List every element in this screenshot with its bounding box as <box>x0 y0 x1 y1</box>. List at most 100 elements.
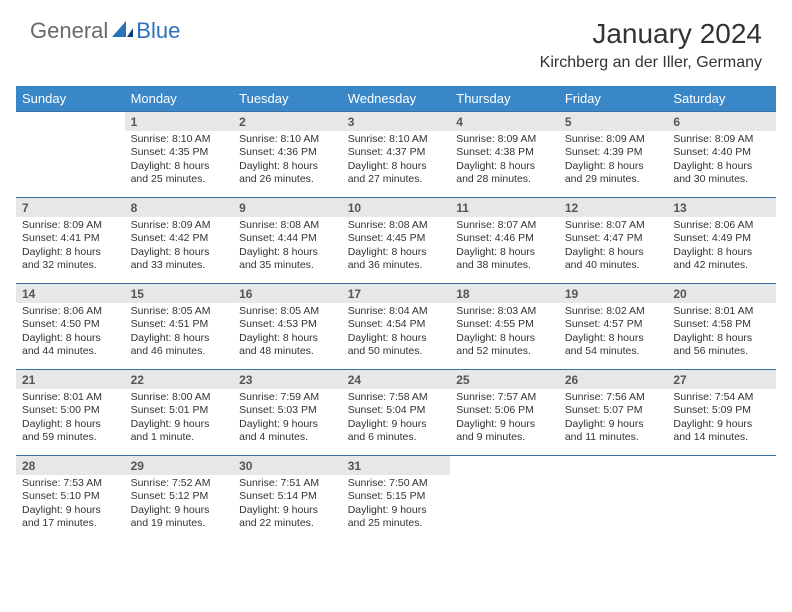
day-body: Sunrise: 7:53 AMSunset: 5:10 PMDaylight:… <box>16 475 125 535</box>
day-number: 4 <box>450 112 559 131</box>
day-body: Sunrise: 8:06 AMSunset: 4:50 PMDaylight:… <box>16 303 125 363</box>
day-cell: 2Sunrise: 8:10 AMSunset: 4:36 PMDaylight… <box>233 112 342 198</box>
sunrise-text: Sunrise: 7:54 AM <box>673 391 770 404</box>
sunrise-text: Sunrise: 7:58 AM <box>348 391 445 404</box>
daylight-text: Daylight: 9 hours and 19 minutes. <box>131 504 228 531</box>
sunset-text: Sunset: 4:44 PM <box>239 232 336 245</box>
day-cell: 20Sunrise: 8:01 AMSunset: 4:58 PMDayligh… <box>667 284 776 370</box>
day-cell: 7Sunrise: 8:09 AMSunset: 4:41 PMDaylight… <box>16 198 125 284</box>
day-body: Sunrise: 8:09 AMSunset: 4:39 PMDaylight:… <box>559 131 668 191</box>
day-body: Sunrise: 7:58 AMSunset: 5:04 PMDaylight:… <box>342 389 451 449</box>
day-body: Sunrise: 7:50 AMSunset: 5:15 PMDaylight:… <box>342 475 451 535</box>
daylight-text: Daylight: 9 hours and 25 minutes. <box>348 504 445 531</box>
sunset-text: Sunset: 4:55 PM <box>456 318 553 331</box>
dow-thursday: Thursday <box>450 86 559 112</box>
sunrise-text: Sunrise: 8:09 AM <box>131 219 228 232</box>
day-cell: 30Sunrise: 7:51 AMSunset: 5:14 PMDayligh… <box>233 456 342 542</box>
daylight-text: Daylight: 8 hours and 54 minutes. <box>565 332 662 359</box>
day-body: Sunrise: 8:05 AMSunset: 4:53 PMDaylight:… <box>233 303 342 363</box>
day-body: Sunrise: 8:04 AMSunset: 4:54 PMDaylight:… <box>342 303 451 363</box>
day-number: 3 <box>342 112 451 131</box>
sunrise-text: Sunrise: 8:08 AM <box>239 219 336 232</box>
dow-wednesday: Wednesday <box>342 86 451 112</box>
day-number: 27 <box>667 370 776 389</box>
day-cell: 12Sunrise: 8:07 AMSunset: 4:47 PMDayligh… <box>559 198 668 284</box>
day-cell: 9 Sunrise: 8:08 AMSunset: 4:44 PMDaylight… <box>233 198 342 284</box>
sunset-text: Sunset: 5:00 PM <box>22 404 119 417</box>
day-cell <box>450 456 559 542</box>
sunrise-text: Sunrise: 8:05 AM <box>239 305 336 318</box>
sunrise-text: Sunrise: 7:52 AM <box>131 477 228 490</box>
dow-sunday: Sunday <box>16 86 125 112</box>
day-cell: 31Sunrise: 7:50 AMSunset: 5:15 PMDayligh… <box>342 456 451 542</box>
sunset-text: Sunset: 4:47 PM <box>565 232 662 245</box>
sunrise-text: Sunrise: 8:07 AM <box>565 219 662 232</box>
day-cell: 26Sunrise: 7:56 AMSunset: 5:07 PMDayligh… <box>559 370 668 456</box>
day-number: 29 <box>125 456 234 475</box>
daylight-text: Daylight: 8 hours and 32 minutes. <box>22 246 119 273</box>
day-body: Sunrise: 8:02 AMSunset: 4:57 PMDaylight:… <box>559 303 668 363</box>
sunrise-text: Sunrise: 7:59 AM <box>239 391 336 404</box>
sunset-text: Sunset: 4:45 PM <box>348 232 445 245</box>
sunset-text: Sunset: 4:38 PM <box>456 146 553 159</box>
sunrise-text: Sunrise: 8:06 AM <box>22 305 119 318</box>
sunrise-text: Sunrise: 8:06 AM <box>673 219 770 232</box>
daylight-text: Daylight: 8 hours and 26 minutes. <box>239 160 336 187</box>
sunset-text: Sunset: 5:12 PM <box>131 490 228 503</box>
sunset-text: Sunset: 4:57 PM <box>565 318 662 331</box>
sunrise-text: Sunrise: 7:57 AM <box>456 391 553 404</box>
daylight-text: Daylight: 8 hours and 30 minutes. <box>673 160 770 187</box>
sunrise-text: Sunrise: 8:05 AM <box>131 305 228 318</box>
sunset-text: Sunset: 4:42 PM <box>131 232 228 245</box>
day-body: Sunrise: 7:57 AMSunset: 5:06 PMDaylight:… <box>450 389 559 449</box>
sunrise-text: Sunrise: 8:10 AM <box>239 133 336 146</box>
day-cell <box>16 112 125 198</box>
day-cell <box>667 456 776 542</box>
day-cell: 4Sunrise: 8:09 AMSunset: 4:38 PMDaylight… <box>450 112 559 198</box>
day-cell <box>559 456 668 542</box>
day-number: 20 <box>667 284 776 303</box>
day-cell: 22Sunrise: 8:00 AMSunset: 5:01 PMDayligh… <box>125 370 234 456</box>
day-cell: 25Sunrise: 7:57 AMSunset: 5:06 PMDayligh… <box>450 370 559 456</box>
daylight-text: Daylight: 9 hours and 9 minutes. <box>456 418 553 445</box>
sunset-text: Sunset: 4:50 PM <box>22 318 119 331</box>
day-cell: 17Sunrise: 8:04 AMSunset: 4:54 PMDayligh… <box>342 284 451 370</box>
sunrise-text: Sunrise: 8:01 AM <box>22 391 119 404</box>
daylight-text: Daylight: 8 hours and 35 minutes. <box>239 246 336 273</box>
sunrise-text: Sunrise: 7:56 AM <box>565 391 662 404</box>
sunset-text: Sunset: 4:36 PM <box>239 146 336 159</box>
day-cell: 14Sunrise: 8:06 AMSunset: 4:50 PMDayligh… <box>16 284 125 370</box>
sunrise-text: Sunrise: 8:09 AM <box>565 133 662 146</box>
sunrise-text: Sunrise: 8:00 AM <box>131 391 228 404</box>
daylight-text: Daylight: 8 hours and 44 minutes. <box>22 332 119 359</box>
daylight-text: Daylight: 8 hours and 29 minutes. <box>565 160 662 187</box>
day-number: 24 <box>342 370 451 389</box>
sunrise-text: Sunrise: 8:04 AM <box>348 305 445 318</box>
day-number: 7 <box>16 198 125 217</box>
day-number: 25 <box>450 370 559 389</box>
day-cell: 27 Sunrise: 7:54 AMSunset: 5:09 PMDayligh… <box>667 370 776 456</box>
sunrise-text: Sunrise: 8:08 AM <box>348 219 445 232</box>
day-number: 15 <box>125 284 234 303</box>
daylight-text: Daylight: 9 hours and 17 minutes. <box>22 504 119 531</box>
day-body: Sunrise: 8:01 AMSunset: 4:58 PMDaylight:… <box>667 303 776 363</box>
sunset-text: Sunset: 5:01 PM <box>131 404 228 417</box>
sunrise-text: Sunrise: 7:50 AM <box>348 477 445 490</box>
sunrise-text: Sunrise: 8:09 AM <box>456 133 553 146</box>
week-row: 28Sunrise: 7:53 AMSunset: 5:10 PMDayligh… <box>16 456 776 542</box>
day-cell: 23Sunrise: 7:59 AMSunset: 5:03 PMDayligh… <box>233 370 342 456</box>
daylight-text: Daylight: 9 hours and 14 minutes. <box>673 418 770 445</box>
day-cell: 15Sunrise: 8:05 AMSunset: 4:51 PMDayligh… <box>125 284 234 370</box>
day-cell: 21Sunrise: 8:01 AMSunset: 5:00 PMDayligh… <box>16 370 125 456</box>
sunrise-text: Sunrise: 8:09 AM <box>22 219 119 232</box>
day-number: 18 <box>450 284 559 303</box>
calendar-body: 1Sunrise: 8:10 AMSunset: 4:35 PMDaylight… <box>16 112 776 542</box>
sunset-text: Sunset: 5:09 PM <box>673 404 770 417</box>
day-number: 31 <box>342 456 451 475</box>
day-number: 9 <box>233 198 342 217</box>
logo-text-general: General <box>30 18 108 44</box>
day-body: Sunrise: 8:09 AMSunset: 4:38 PMDaylight:… <box>450 131 559 191</box>
day-body: Sunrise: 8:01 AMSunset: 5:00 PMDaylight:… <box>16 389 125 449</box>
sunset-text: Sunset: 5:10 PM <box>22 490 119 503</box>
sunset-text: Sunset: 4:51 PM <box>131 318 228 331</box>
